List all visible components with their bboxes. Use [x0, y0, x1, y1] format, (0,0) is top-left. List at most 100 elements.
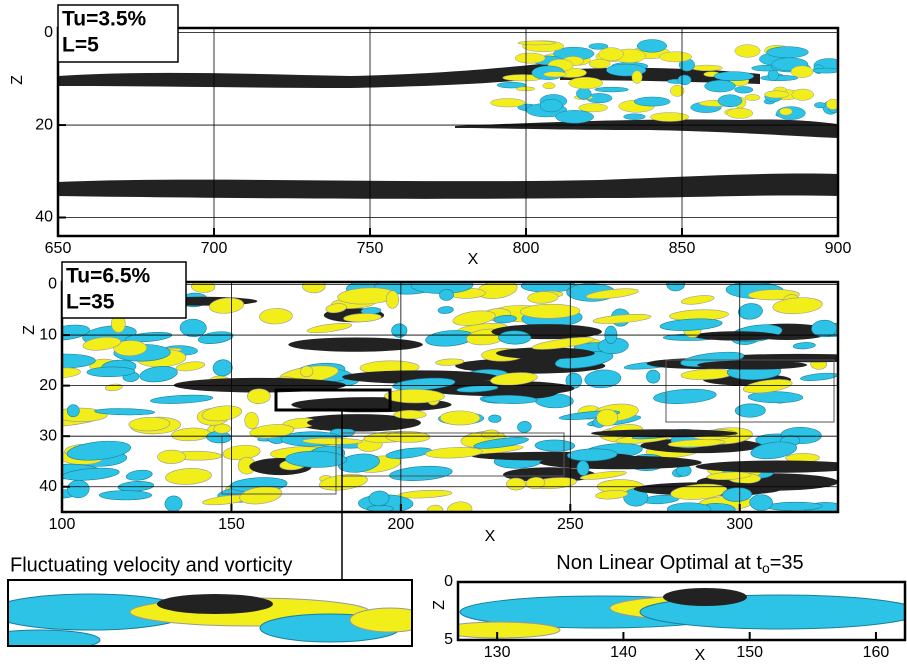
blob — [393, 409, 427, 420]
blob — [742, 379, 793, 394]
blob — [596, 409, 619, 427]
x-axis-label: X — [695, 647, 706, 664]
blob — [190, 282, 216, 293]
blob — [209, 297, 245, 314]
x-tick-label: 100 — [49, 516, 76, 533]
blob — [744, 94, 761, 101]
plot-frame — [456, 580, 907, 642]
streak — [58, 173, 838, 199]
label-box — [57, 4, 179, 63]
blob — [482, 395, 538, 404]
x-tick-label: 130 — [484, 644, 511, 661]
blob — [66, 404, 80, 418]
y-axis-label: Z — [9, 75, 26, 85]
blob — [249, 424, 295, 439]
blob — [349, 607, 412, 633]
blob — [519, 303, 581, 319]
blob — [525, 477, 546, 490]
blob — [488, 414, 502, 423]
blob — [531, 336, 595, 350]
title-part: =35 — [770, 552, 804, 574]
y-tick-label: 30 — [39, 427, 57, 444]
blob — [568, 77, 603, 90]
blob — [663, 588, 747, 606]
blob — [389, 465, 453, 481]
blob — [452, 310, 496, 326]
blob — [543, 71, 567, 78]
blob — [814, 102, 827, 109]
inset-surfaces — [8, 593, 412, 646]
blob — [139, 366, 178, 383]
blob — [164, 495, 183, 512]
blob — [86, 366, 136, 377]
blob — [527, 291, 559, 304]
blob — [734, 86, 754, 94]
blob — [636, 39, 667, 53]
y-tick-label: 40 — [39, 478, 57, 495]
streak — [58, 62, 560, 88]
blob — [247, 388, 271, 404]
blob — [726, 107, 754, 119]
blob — [385, 447, 432, 459]
x-tick-label: 200 — [388, 516, 415, 533]
blob — [677, 74, 692, 86]
blob — [150, 394, 214, 404]
blob — [244, 411, 259, 430]
blob — [212, 359, 233, 377]
streak — [697, 360, 808, 370]
blob — [157, 594, 273, 614]
blob — [747, 391, 804, 404]
blob — [319, 474, 368, 491]
blob — [738, 303, 763, 320]
blob — [704, 80, 736, 93]
y-tick-label: 10 — [39, 326, 57, 343]
blob — [439, 410, 481, 426]
blob — [302, 437, 363, 445]
blob — [517, 40, 556, 46]
blob — [567, 448, 618, 462]
blob — [598, 47, 624, 61]
blob — [791, 88, 814, 101]
title-part: Non Linear Optimal at t — [556, 552, 762, 574]
blob — [425, 447, 483, 459]
blob — [659, 51, 692, 63]
title-part: o — [762, 560, 770, 576]
y-tick-label: 20 — [35, 116, 53, 133]
inset-caption: Fluctuating velocity and vorticity — [10, 554, 292, 576]
blob — [385, 290, 400, 309]
blob — [534, 439, 576, 452]
blob — [113, 340, 148, 357]
y-tick-label: 40 — [35, 209, 53, 226]
panel-2-surfaces — [62, 282, 838, 512]
blob — [653, 388, 717, 404]
blob — [306, 322, 353, 334]
blob — [588, 43, 609, 50]
blob — [437, 306, 454, 314]
panel-title: Non Linear Optimal at to=35 — [556, 552, 803, 575]
blob — [285, 450, 347, 468]
blob — [66, 440, 131, 461]
blob — [506, 477, 527, 491]
blob — [650, 112, 689, 122]
blob — [446, 501, 473, 512]
blob — [343, 313, 382, 323]
blob — [584, 369, 622, 389]
blob — [99, 490, 152, 501]
blob — [439, 289, 454, 301]
y-tick-label: 5 — [444, 631, 453, 648]
blob — [82, 336, 122, 351]
label-box — [61, 261, 187, 319]
x-tick-label: 140 — [610, 644, 637, 661]
blob — [772, 297, 823, 315]
blob — [458, 621, 561, 639]
blob — [576, 87, 592, 100]
blob — [493, 315, 517, 324]
y-axis-label: Z — [21, 325, 38, 335]
streak — [307, 416, 410, 430]
panel-label: Tu=3.5% — [62, 8, 147, 31]
y-tick-label: 0 — [444, 573, 453, 590]
blob — [667, 439, 726, 448]
blob — [391, 323, 408, 338]
blob — [175, 361, 206, 372]
blob — [666, 502, 712, 512]
